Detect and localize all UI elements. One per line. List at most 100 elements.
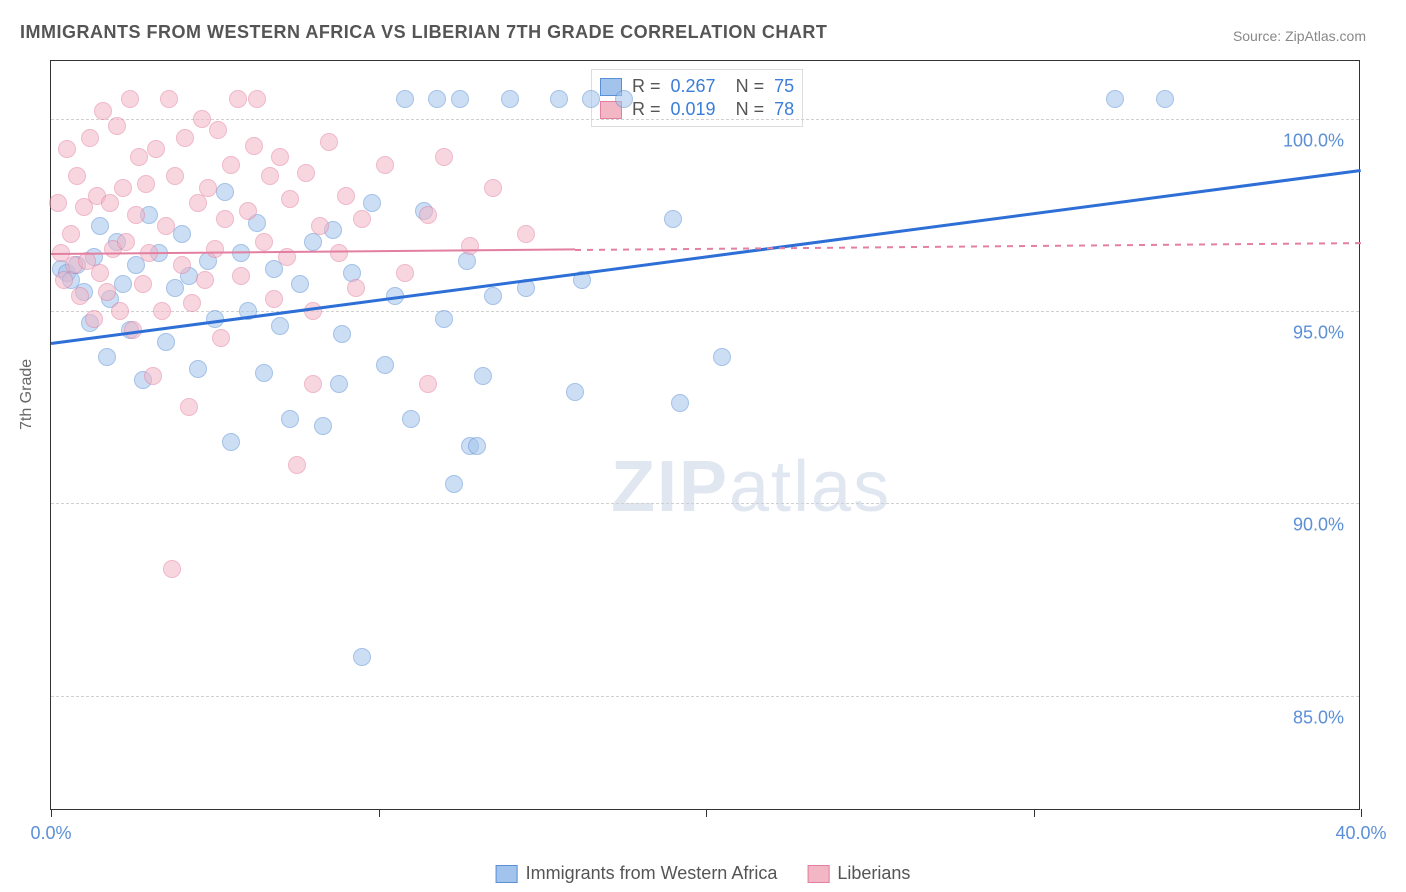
scatter-point <box>121 90 139 108</box>
trend-line <box>575 242 1361 251</box>
n-label: N = <box>736 99 765 120</box>
scatter-point <box>206 240 224 258</box>
scatter-point <box>255 364 273 382</box>
scatter-point <box>137 175 155 193</box>
scatter-point <box>114 275 132 293</box>
scatter-point <box>271 317 289 335</box>
scatter-point <box>130 148 148 166</box>
source-label: Source: ZipAtlas.com <box>1233 28 1366 44</box>
legend-label: Liberians <box>837 863 910 884</box>
scatter-point <box>229 90 247 108</box>
scatter-point <box>91 217 109 235</box>
scatter-point <box>330 244 348 262</box>
scatter-point <box>314 417 332 435</box>
scatter-point <box>396 264 414 282</box>
scatter-point <box>396 90 414 108</box>
scatter-point <box>297 164 315 182</box>
scatter-point <box>183 294 201 312</box>
scatter-point <box>435 310 453 328</box>
x-tick-label: 40.0% <box>1335 823 1386 844</box>
scatter-point <box>419 206 437 224</box>
scatter-point <box>81 129 99 147</box>
n-value: 75 <box>774 76 794 97</box>
scatter-point <box>173 225 191 243</box>
scatter-point <box>713 348 731 366</box>
scatter-point <box>353 210 371 228</box>
scatter-point <box>157 333 175 351</box>
scatter-point <box>550 90 568 108</box>
scatter-point <box>468 437 486 455</box>
scatter-point <box>458 252 476 270</box>
scatter-point <box>193 110 211 128</box>
x-tick <box>51 809 52 817</box>
legend-swatch <box>807 865 829 883</box>
scatter-point <box>98 283 116 301</box>
scatter-point <box>320 133 338 151</box>
legend-item: Liberians <box>807 863 910 884</box>
scatter-point <box>353 648 371 666</box>
scatter-point <box>144 367 162 385</box>
scatter-point <box>582 90 600 108</box>
scatter-point <box>1156 90 1174 108</box>
scatter-point <box>337 187 355 205</box>
scatter-point <box>451 90 469 108</box>
scatter-point <box>58 140 76 158</box>
scatter-point <box>98 348 116 366</box>
scatter-point <box>94 102 112 120</box>
scatter-point <box>239 202 257 220</box>
scatter-point <box>461 237 479 255</box>
scatter-point <box>209 121 227 139</box>
scatter-point <box>333 325 351 343</box>
scatter-point <box>222 433 240 451</box>
scatter-point <box>615 90 633 108</box>
scatter-point <box>517 225 535 243</box>
scatter-point <box>445 475 463 493</box>
scatter-point <box>232 267 250 285</box>
scatter-point <box>117 233 135 251</box>
n-value: 78 <box>774 99 794 120</box>
scatter-point <box>304 302 322 320</box>
scatter-point <box>245 137 263 155</box>
scatter-point <box>255 233 273 251</box>
gridline <box>51 696 1359 697</box>
scatter-point <box>566 383 584 401</box>
chart-container: IMMIGRANTS FROM WESTERN AFRICA VS LIBERI… <box>0 0 1406 892</box>
scatter-point <box>216 210 234 228</box>
legend-bottom: Immigrants from Western Africa Liberians <box>496 863 911 884</box>
r-label: R = <box>632 76 661 97</box>
x-tick <box>706 809 707 817</box>
scatter-point <box>248 90 266 108</box>
scatter-point <box>157 217 175 235</box>
scatter-point <box>428 90 446 108</box>
scatter-point <box>281 190 299 208</box>
scatter-point <box>435 148 453 166</box>
r-value: 0.267 <box>671 76 716 97</box>
scatter-point <box>419 375 437 393</box>
y-tick-label: 90.0% <box>1293 515 1344 536</box>
scatter-point <box>199 179 217 197</box>
scatter-point <box>271 148 289 166</box>
x-tick <box>1361 809 1362 817</box>
scatter-point <box>484 287 502 305</box>
scatter-point <box>1106 90 1124 108</box>
scatter-point <box>664 210 682 228</box>
scatter-point <box>402 410 420 428</box>
r-value: 0.019 <box>671 99 716 120</box>
gridline <box>51 119 1359 120</box>
scatter-point <box>196 271 214 289</box>
y-tick-label: 85.0% <box>1293 707 1344 728</box>
scatter-point <box>288 456 306 474</box>
scatter-point <box>376 156 394 174</box>
scatter-point <box>153 302 171 320</box>
scatter-point <box>222 156 240 174</box>
n-label: N = <box>736 76 765 97</box>
scatter-point <box>134 275 152 293</box>
scatter-point <box>166 167 184 185</box>
legend-label: Immigrants from Western Africa <box>526 863 778 884</box>
scatter-point <box>304 233 322 251</box>
scatter-point <box>281 410 299 428</box>
y-tick-label: 100.0% <box>1283 130 1344 151</box>
scatter-point <box>71 287 89 305</box>
watermark: ZIPatlas <box>611 446 891 528</box>
scatter-point <box>101 194 119 212</box>
